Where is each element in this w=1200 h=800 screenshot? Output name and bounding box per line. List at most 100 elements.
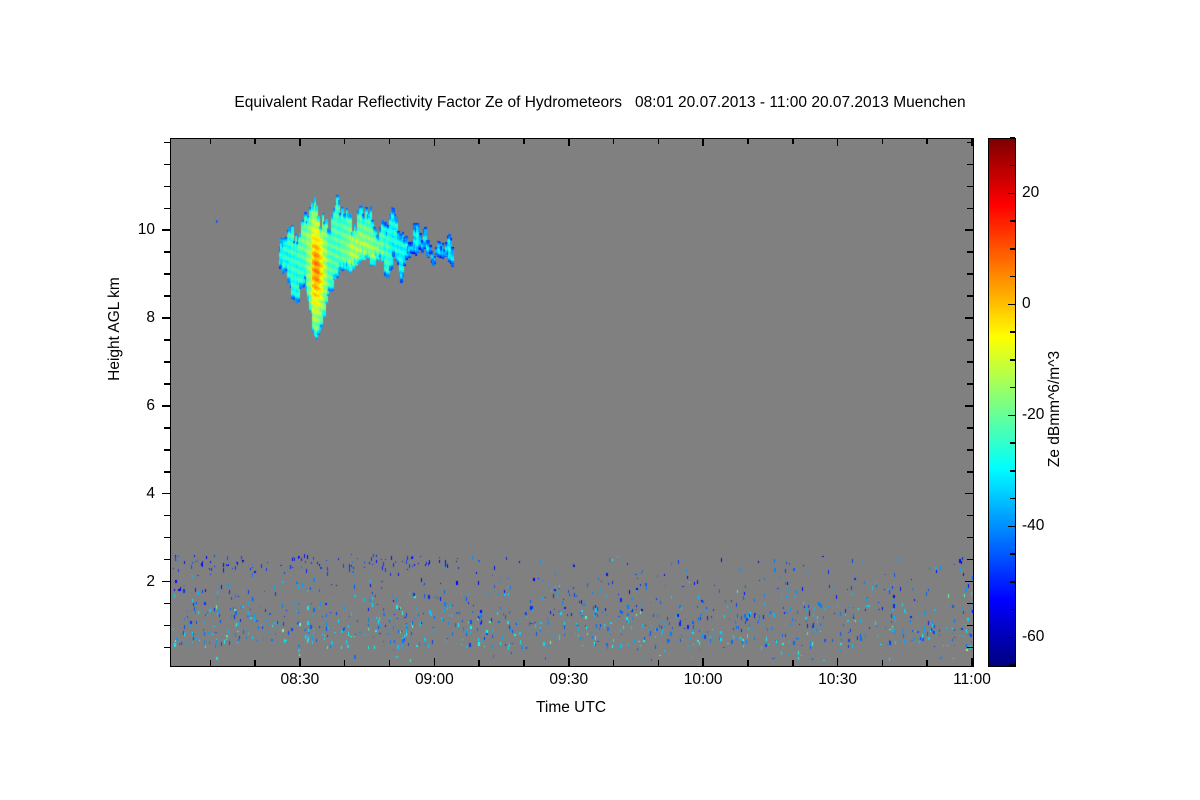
y-tick-mark	[967, 251, 973, 253]
y-tick-mark	[967, 339, 973, 341]
y-tick-mark	[162, 229, 170, 231]
y-tick-mark	[164, 273, 170, 275]
x-tick-label: 09:00	[414, 671, 454, 688]
y-tick-mark	[164, 207, 170, 210]
colorbar-tick-mark	[1010, 470, 1015, 472]
x-tick-mark	[209, 138, 212, 144]
colorbar-tick-mark	[1008, 636, 1015, 638]
y-tick-mark	[164, 514, 170, 517]
y-tick-mark	[967, 207, 973, 210]
colorbar-tick-mark	[1010, 442, 1015, 444]
x-tick-mark	[747, 138, 749, 144]
x-axis-label: Time UTC	[535, 699, 607, 716]
radar-reflectivity-heatmap	[171, 139, 973, 666]
colorbar-tick-label: -40	[1022, 517, 1045, 535]
y-tick-label: 4	[146, 484, 155, 502]
y-tick-mark	[164, 624, 170, 627]
colorbar-tick-mark	[1008, 525, 1015, 528]
x-tick-mark	[343, 660, 346, 666]
y-tick-mark	[162, 580, 170, 583]
y-tick-label: 10	[137, 221, 155, 239]
y-tick-mark	[164, 141, 170, 144]
x-tick-mark	[388, 138, 391, 144]
y-tick-mark	[164, 361, 170, 363]
x-tick-mark	[836, 658, 839, 666]
x-tick-mark	[971, 658, 973, 666]
x-tick-mark	[612, 660, 615, 666]
y-tick-mark	[164, 163, 170, 166]
y-tick-mark	[162, 317, 170, 319]
x-tick-label: 09:30	[549, 671, 589, 688]
colorbar-tick-mark	[1010, 581, 1015, 583]
colorbar-tick-mark	[1010, 608, 1015, 611]
colorbar-tick-mark	[1010, 386, 1015, 389]
x-tick-mark	[792, 660, 794, 666]
x-tick-mark	[478, 138, 480, 144]
y-tick-mark	[164, 449, 170, 451]
x-tick-mark	[523, 138, 525, 144]
y-tick-mark	[162, 492, 170, 495]
colorbar-tick-mark	[1010, 497, 1015, 500]
y-tick-mark	[967, 273, 973, 275]
colorbar-tick-mark	[1010, 331, 1015, 333]
y-tick-mark	[164, 602, 170, 605]
x-tick-mark	[254, 660, 256, 666]
y-tick-mark	[164, 383, 170, 385]
colorbar-tick-mark	[1010, 664, 1015, 666]
y-tick-mark	[164, 251, 170, 253]
y-tick-mark	[967, 449, 973, 451]
x-tick-label: 10:00	[683, 671, 723, 688]
x-tick-label: 10:30	[818, 671, 857, 688]
x-tick-mark	[926, 138, 928, 144]
colorbar-tick-mark	[1010, 164, 1015, 167]
x-tick-mark	[254, 138, 256, 144]
colorbar-tick-mark	[1010, 220, 1015, 222]
x-tick-mark	[209, 660, 212, 666]
colorbar-tick-mark	[1010, 137, 1015, 139]
colorbar-tick-label: -60	[1022, 628, 1045, 646]
x-tick-mark	[702, 138, 704, 146]
x-tick-mark	[388, 660, 391, 666]
x-tick-mark	[523, 660, 525, 666]
y-tick-mark	[965, 229, 973, 231]
x-tick-mark	[747, 660, 749, 666]
colorbar-tick-mark	[1008, 192, 1015, 195]
y-tick-mark	[967, 361, 973, 363]
x-tick-label: 08:30	[280, 671, 320, 688]
x-tick-mark	[657, 660, 660, 666]
y-tick-mark	[967, 163, 973, 166]
y-tick-label: 2	[146, 572, 155, 590]
page-title: Equivalent Radar Reflectivity Factor Ze …	[234, 94, 966, 111]
y-tick-mark	[164, 558, 170, 561]
colorbar-tick-label: 20	[1022, 184, 1040, 202]
colorbar-tick-mark	[1008, 303, 1015, 306]
x-tick-mark	[568, 658, 570, 666]
y-tick-mark	[967, 295, 973, 297]
y-tick-mark	[164, 471, 170, 473]
y-tick-mark	[162, 405, 170, 407]
x-tick-mark	[433, 138, 436, 146]
y-tick-mark	[965, 492, 973, 495]
x-tick-mark	[433, 658, 436, 666]
colorbar-tick-mark	[1010, 275, 1015, 278]
y-tick-mark	[164, 427, 170, 429]
colorbar-label: Ze dBmm^6/m^3	[1046, 350, 1063, 468]
y-tick-label: 8	[146, 309, 155, 327]
y-tick-mark	[967, 646, 973, 649]
x-tick-mark	[881, 138, 884, 144]
x-tick-mark	[836, 138, 839, 146]
y-tick-label: 6	[146, 396, 155, 414]
x-tick-mark	[568, 138, 570, 146]
y-tick-mark	[164, 536, 170, 539]
plot-area	[170, 138, 974, 667]
y-tick-mark	[967, 602, 973, 605]
colorbar-gradient	[989, 139, 1015, 666]
y-tick-mark	[967, 383, 973, 385]
y-tick-mark	[967, 141, 973, 144]
y-tick-mark	[164, 295, 170, 297]
y-tick-mark	[164, 646, 170, 649]
y-tick-mark	[965, 580, 973, 583]
y-tick-mark	[967, 558, 973, 561]
x-tick-mark	[343, 138, 346, 144]
y-tick-mark	[967, 427, 973, 429]
